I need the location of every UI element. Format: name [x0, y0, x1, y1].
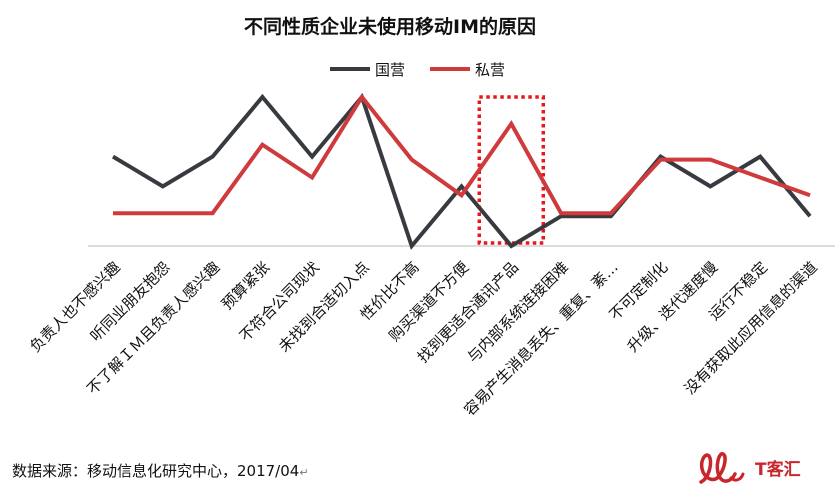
series-line-2 — [113, 93, 811, 216]
series-layer — [111, 92, 812, 251]
x-tick-label-13: 升级、迭代速度慢 — [624, 258, 722, 356]
legend: 国营 私营 — [330, 61, 505, 79]
company-logo: T客汇 — [699, 452, 801, 484]
x-tick-labels: 负责人也不感兴趣听同业朋友抱怨不了解ＩＭ且负责人感兴趣预算紧张不符合公司现状未找… — [26, 258, 821, 419]
logo-text: T客汇 — [755, 459, 801, 480]
series-line-1 — [111, 92, 812, 251]
chart-title: 不同性质企业未使用移动IM的原因 — [244, 16, 536, 38]
x-tick-label-1: 负责人也不感兴趣 — [26, 258, 124, 356]
legend-label-2: 私营 — [475, 61, 505, 79]
source-note: 数据来源：移动信息化研究中心，2017/04↵ — [12, 460, 309, 481]
x-tick-label-6: 未找到合适切入点 — [275, 258, 373, 356]
legend-label-1: 国营 — [375, 61, 405, 79]
return-mark: ↵ — [299, 466, 309, 479]
source-text: 数据来源：移动信息化研究中心，2017/04 — [12, 462, 300, 480]
